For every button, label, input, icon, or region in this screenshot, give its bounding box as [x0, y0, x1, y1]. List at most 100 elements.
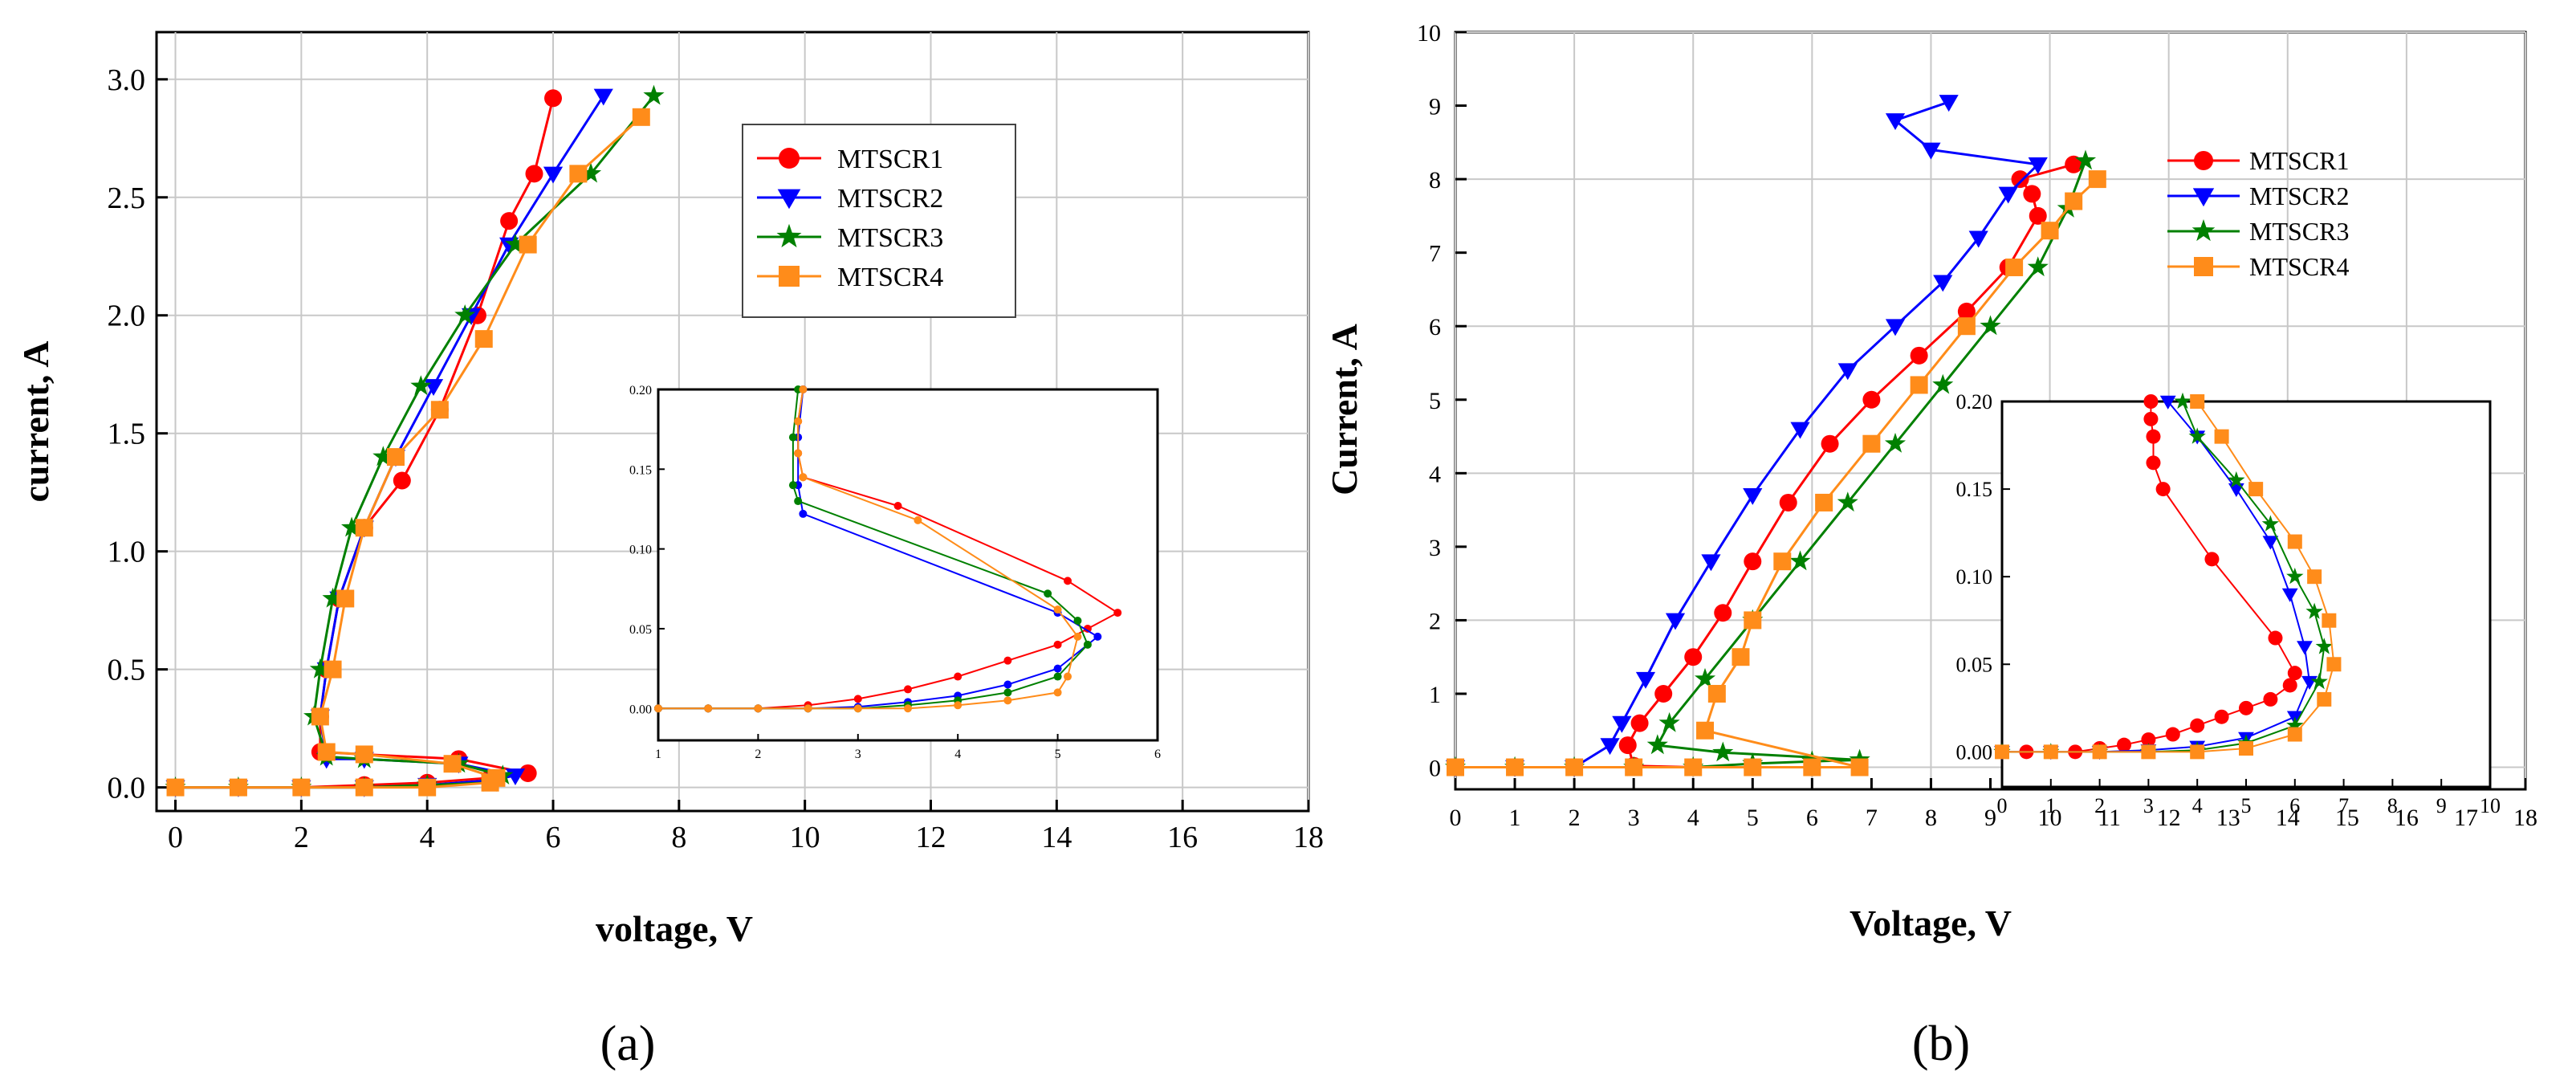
- b-point-mtscr3: [1884, 432, 1907, 453]
- inset-x-tick-label: 6: [1154, 748, 1161, 761]
- b-inset-point-mtscr3: [2286, 716, 2304, 733]
- b-inset-point-mtscr1: [2263, 691, 2278, 707]
- legend-label-mtscr2: MTSCR2: [837, 184, 943, 214]
- a-inset-point-mtscr1: [1003, 656, 1012, 665]
- a-point-mtscr4: [324, 660, 342, 679]
- legend-marker-mtscr2: [777, 189, 801, 210]
- x-tick-label: 16: [2395, 805, 2419, 831]
- legend-marker-mtscr3: [2191, 219, 2216, 242]
- x-tick-label: 14: [1041, 821, 1072, 854]
- y-tick-label: 0.5: [108, 654, 146, 687]
- a-point-mtscr1: [525, 165, 543, 183]
- legend-label-mtscr3: MTSCR3: [837, 223, 943, 253]
- a-point-mtscr2: [593, 88, 613, 106]
- legend-label-mtscr2: MTSCR2: [2249, 181, 2349, 210]
- b-point-mtscr1: [1684, 648, 1703, 666]
- y-tick-label: 6: [1429, 314, 1441, 340]
- b-inset-point-mtscr1: [2287, 666, 2302, 681]
- a-point-mtscr4: [632, 108, 650, 126]
- a-inset-point-mtscr4: [904, 704, 912, 713]
- b-inset-point-mtscr4: [2322, 613, 2337, 628]
- a-point-mtscr4: [355, 778, 373, 797]
- x-tick-label: 13: [2216, 805, 2240, 831]
- b-point-mtscr2: [1701, 554, 1721, 572]
- inset-y-tick-label: 0.15: [1956, 478, 1993, 501]
- x-tick-label: 9: [1984, 805, 1996, 831]
- b-point-mtscr1: [2011, 170, 2029, 189]
- inset-y-tick-label: 0.20: [629, 384, 652, 397]
- b-point-mtscr1: [1744, 552, 1762, 571]
- b-point-mtscr4: [1565, 758, 1584, 776]
- b-point-mtscr2: [1837, 363, 1858, 381]
- a-inset-point-mtscr3: [1044, 589, 1052, 598]
- x-tick-label: 14: [2276, 805, 2300, 831]
- inset-x-tick-label: 8: [2387, 794, 2398, 817]
- a-point-mtscr4: [317, 743, 336, 761]
- b-inset-point-mtscr3: [2315, 638, 2333, 654]
- b-point-mtscr4: [1732, 648, 1750, 666]
- x-axis-title-a: voltage, V: [596, 908, 753, 949]
- b-inset-point-mtscr3: [2286, 567, 2304, 585]
- b-point-mtscr2: [1921, 142, 1941, 160]
- y-tick-label: 2.5: [108, 181, 146, 215]
- b-inset-point-mtscr4: [2190, 394, 2205, 409]
- b-point-mtscr1: [1821, 434, 1839, 453]
- y-tick-label: 1.5: [108, 418, 146, 451]
- x-tick-label: 12: [916, 821, 946, 854]
- b-point-mtscr2: [1968, 230, 1988, 248]
- a-inset-point-mtscr1: [1083, 624, 1092, 633]
- b-inset-point-mtscr2: [2262, 536, 2279, 550]
- a-inset-point-mtscr3: [788, 433, 797, 442]
- a-inset-point-mtscr2: [1053, 664, 1062, 673]
- a-inset-point-mtscr1: [954, 672, 962, 681]
- a-line-mtscr1: [175, 97, 555, 789]
- x-tick-label: 16: [1167, 821, 1198, 854]
- inset-x-tick-label: 3: [2143, 794, 2154, 817]
- x-tick-label: 18: [2513, 805, 2537, 831]
- inset-a: 1 2 3 4 5 6 0.00 0.05 0.10 0.15 0.20: [629, 384, 1161, 761]
- b-point-mtscr1: [1654, 684, 1673, 703]
- b-inset-point-mtscr4: [2214, 429, 2229, 444]
- inset-x-tick-label: 10: [2480, 794, 2501, 817]
- x-tick-label: 8: [1925, 805, 1937, 831]
- b-point-mtscr4: [2065, 192, 2083, 210]
- x-tick-label: 18: [1293, 821, 1324, 854]
- a-inset-point-mtscr4: [799, 473, 808, 482]
- a-point-mtscr4: [311, 707, 329, 726]
- b-inset-point-mtscr4: [2248, 482, 2264, 497]
- a-inset-point-mtscr1: [1053, 640, 1062, 649]
- y-tick-label: 0: [1429, 756, 1441, 782]
- series-group-b: [1444, 95, 2106, 777]
- b-inset-point-mtscr3: [2174, 392, 2191, 410]
- a-point-mtscr1: [500, 212, 519, 230]
- b-inset-point-mtscr4: [2190, 744, 2205, 760]
- b-point-mtscr3: [1695, 667, 1716, 688]
- y-tick-label: 1: [1429, 682, 1441, 708]
- b-point-mtscr1: [1862, 390, 1881, 409]
- b-point-mtscr1: [1957, 302, 1976, 320]
- b-point-mtscr1: [1618, 736, 1637, 755]
- x-tick-label: 12: [2157, 805, 2181, 831]
- a-inset-point-mtscr4: [1053, 688, 1062, 697]
- a-point-mtscr4: [355, 519, 373, 537]
- a-inset-point-mtscr4: [799, 385, 808, 393]
- a-inset-point-mtscr4: [1073, 632, 1082, 641]
- inset-y-tick-label: 0.15: [629, 463, 652, 477]
- b-inset-point-mtscr1: [2146, 429, 2161, 444]
- b-inset-point-mtscr4: [2043, 744, 2058, 760]
- a-inset-point-mtscr2: [799, 509, 808, 518]
- legend-marker-mtscr2: [2192, 188, 2215, 207]
- a-point-mtscr4: [519, 235, 537, 254]
- a-inset-point-mtscr2: [1093, 632, 1102, 641]
- b-point-mtscr4: [1707, 684, 1726, 703]
- x-tick-label: 2: [294, 821, 309, 854]
- inset-x-tick-label: 4: [2192, 794, 2203, 817]
- panel-b: 0 1 2 3 4 5 6 7 8 9 10 11 12 13 14 15 16 17 18012345678910…: [1324, 20, 2537, 1071]
- a-point-mtscr3: [372, 446, 394, 467]
- b-point-mtscr3: [1932, 373, 1954, 394]
- b-point-mtscr1: [1910, 346, 1928, 365]
- x-tick-label: 8: [671, 821, 686, 854]
- legend-marker-mtscr4: [2194, 257, 2213, 276]
- b-point-mtscr1: [2065, 155, 2083, 173]
- b-inset-point-mtscr1: [2143, 394, 2159, 409]
